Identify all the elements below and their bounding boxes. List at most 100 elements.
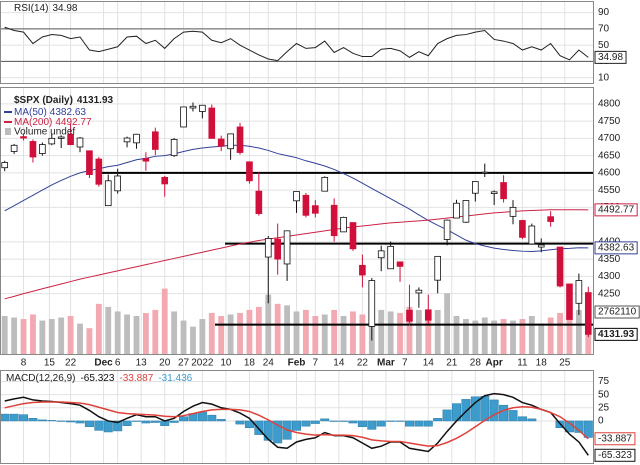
y-tick-label: 50 <box>598 389 610 400</box>
volume-bar <box>415 309 422 354</box>
histogram-bar <box>28 418 38 422</box>
histogram-bar <box>433 418 443 422</box>
candle-body <box>330 204 338 237</box>
histogram-bar <box>235 420 245 425</box>
candle-body <box>472 181 479 194</box>
y-tick-label: 4650 <box>598 150 621 161</box>
volume-bar <box>538 323 545 354</box>
y-tick-label: 10 <box>598 72 610 83</box>
histogram-bar <box>329 420 339 422</box>
histogram-bar <box>169 420 179 423</box>
candle-body <box>227 133 234 150</box>
volume-bar <box>397 312 403 354</box>
candle-body <box>519 220 526 238</box>
x-tick-label: 14 <box>423 358 435 369</box>
volume-bar <box>114 311 121 354</box>
value-badge-box <box>594 448 636 462</box>
volume-bar <box>434 309 441 354</box>
y-tick-label: 4550 <box>598 185 621 196</box>
candle-body <box>293 191 300 202</box>
histogram-bar <box>395 420 405 422</box>
histogram-bar <box>197 411 207 422</box>
y-tick-label: 70 <box>598 24 610 35</box>
histogram-bar <box>461 399 471 422</box>
volume-bar <box>237 312 243 354</box>
value-badge-box <box>594 241 638 255</box>
volume-bar <box>199 319 206 354</box>
panel-title: RSI(14) 34.98 <box>14 3 78 14</box>
y-tick-label: 4700 <box>598 133 621 144</box>
volume-bar <box>95 303 102 354</box>
volume-bar <box>20 319 27 354</box>
y-tick-label: 4600 <box>598 168 621 179</box>
volume-bar <box>575 309 582 354</box>
histogram-bar <box>423 420 433 427</box>
volume-bar <box>190 326 196 354</box>
candle-body <box>321 176 329 192</box>
volume-bar <box>557 312 563 354</box>
histogram-bar <box>489 399 499 422</box>
volume-bar <box>566 311 573 354</box>
x-tick-label: 11 <box>517 358 528 369</box>
y-tick-label: 4350 <box>598 254 621 265</box>
x-tick-label: 25 <box>559 358 571 369</box>
volume-bar <box>510 320 516 354</box>
volume-bar <box>359 314 366 354</box>
histogram-bar <box>292 420 301 431</box>
candle-body <box>340 216 347 233</box>
candle-body <box>396 261 404 267</box>
legend-value: 4492.77 <box>55 117 92 128</box>
histogram-bar <box>339 420 349 422</box>
value-badge-box <box>594 327 638 341</box>
volume-bar <box>208 312 215 354</box>
candle-body <box>406 309 413 322</box>
x-tick-label: 20 <box>159 358 171 369</box>
candle-body <box>500 182 507 200</box>
histogram-bar <box>301 420 311 427</box>
value-badge: -33.887 <box>598 433 632 444</box>
histogram-bar <box>9 413 19 422</box>
candle-body <box>255 190 263 214</box>
histogram-bar <box>66 420 76 423</box>
title-value: -65.323 <box>80 373 114 384</box>
histogram-bar <box>244 420 254 429</box>
volume-bar <box>161 288 168 354</box>
histogram-bar <box>141 420 151 424</box>
volume-bar <box>481 317 488 354</box>
candle-body <box>283 230 291 265</box>
volume-bar <box>491 320 498 354</box>
volume-bar <box>246 309 253 354</box>
value-badge-box <box>594 432 636 446</box>
candle-body <box>57 136 65 139</box>
candle-body <box>547 216 554 222</box>
histogram-bar <box>103 420 113 433</box>
candle-body <box>387 245 394 270</box>
candle-body <box>1 162 9 169</box>
value-badge-box <box>594 203 638 217</box>
candle-body <box>481 171 489 174</box>
legend-entry: MA(200) 4492.77 <box>14 117 92 128</box>
histogram-bar <box>84 420 94 427</box>
value-badge-box <box>594 305 640 319</box>
candle-body <box>76 137 84 148</box>
legend-entry: MA(50) 4382.63 <box>14 107 86 118</box>
volume-bar <box>30 314 36 354</box>
x-tick-label: 21 <box>446 358 458 369</box>
candle-body <box>67 133 74 145</box>
candle-body <box>114 175 121 192</box>
candle-body <box>199 104 206 112</box>
y-tick-label: 4750 <box>598 116 621 127</box>
candle-body <box>575 280 583 304</box>
candle-body <box>236 126 244 153</box>
x-tick-label: 13 <box>136 358 148 369</box>
x-tick-label: 7 <box>402 358 408 369</box>
title-text: $SPX (Daily) <box>14 95 73 106</box>
volume-bar <box>142 312 149 354</box>
candle-body <box>133 133 140 144</box>
histogram-bar <box>37 419 47 422</box>
candle-body <box>39 144 46 154</box>
volume-bar <box>293 311 300 354</box>
candle-body <box>86 150 93 175</box>
volume-bar <box>519 319 526 354</box>
